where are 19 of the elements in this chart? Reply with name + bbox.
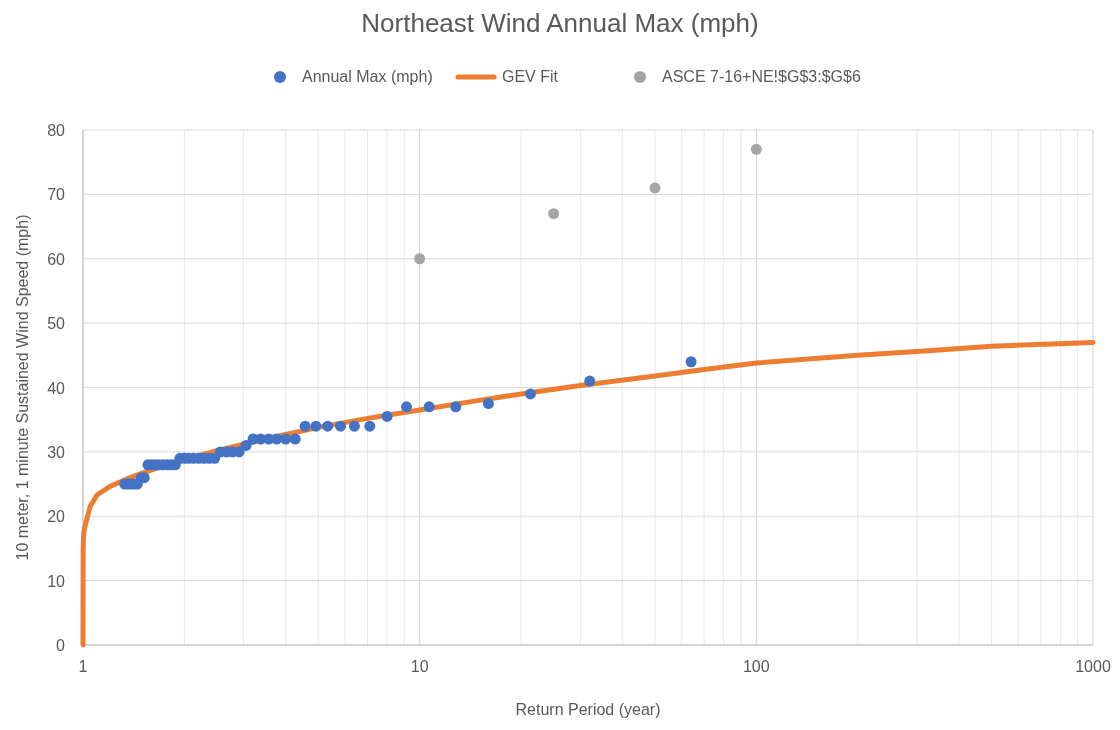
y-tick-label: 60 [47, 250, 66, 268]
legend-label: GEV Fit [502, 68, 559, 85]
y-axis-title: 10 meter, 1 minute Sustained Wind Speed (mph) [14, 214, 31, 561]
y-tick-label: 50 [47, 315, 66, 333]
x-axis-title: Return Period (year) [515, 701, 661, 718]
x-tick-label: 10 [410, 658, 429, 675]
legend-label: Annual Max (mph) [302, 68, 433, 85]
chart-title: Northeast Wind Annual Max (mph) [361, 8, 759, 38]
x-tick-label: 100 [742, 658, 770, 675]
y-tick-label: 40 [47, 379, 66, 397]
y-tick-label: 70 [47, 186, 66, 204]
y-tick-label: 0 [56, 637, 66, 654]
y-tick-label: 10 [47, 572, 66, 590]
x-tick-label: 1000 [1075, 658, 1111, 675]
y-tick-label: 20 [47, 508, 66, 526]
y-tick-label: 30 [47, 443, 66, 461]
x-tick-label: 1 [78, 658, 88, 675]
y-tick-label: 80 [47, 122, 66, 139]
legend-label: ASCE 7-16+NE!$G$3:$G$6 [662, 68, 861, 85]
